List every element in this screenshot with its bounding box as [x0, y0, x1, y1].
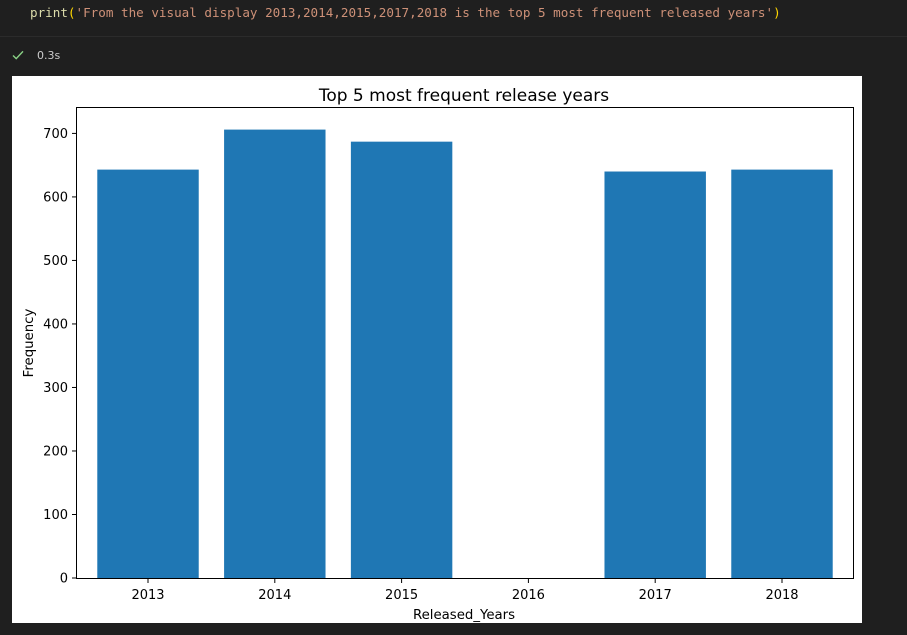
code-line[interactable]: print('From the visual display 2013,2014…	[30, 4, 781, 22]
y-tick-label: 300	[43, 381, 68, 396]
code-open-paren: (	[67, 5, 76, 20]
x-tick-label: 2015	[385, 588, 418, 603]
cell-divider	[0, 36, 907, 37]
chart-figure: Top 5 most frequent release years 0 100 20…	[12, 76, 862, 623]
chart-title: Top 5 most frequent release years	[318, 86, 609, 106]
cell-status-row: 0.3s	[0, 44, 907, 68]
cell-output: Top 5 most frequent release years 0 100 20…	[0, 68, 862, 635]
code-string-literal: 'From the visual display 2013,2014,2015,…	[75, 5, 774, 20]
code-function-name: print	[30, 5, 68, 20]
code-close-paren: )	[773, 5, 781, 20]
bar-2015	[350, 141, 453, 578]
execution-time: 0.3s	[37, 49, 61, 62]
x-axis-label: Released_Years	[413, 608, 515, 623]
bar-chart: Top 5 most frequent release years 0 100 20…	[22, 86, 854, 623]
output-scroll-gutter[interactable]	[862, 68, 907, 635]
y-tick-label: 0	[60, 572, 68, 587]
x-tick-label: 2018	[765, 588, 798, 603]
code-cell[interactable]: print('From the visual display 2013,2014…	[0, 0, 907, 36]
plot-frame	[76, 107, 854, 579]
bar-2017	[604, 171, 706, 578]
y-tick-label: 600	[43, 190, 68, 205]
x-tick-label: 2014	[258, 588, 291, 603]
y-tick-label: 500	[43, 254, 68, 269]
x-tick-label: 2016	[512, 588, 545, 603]
y-tick-label: 700	[43, 127, 68, 142]
x-tick-label: 2017	[639, 588, 672, 603]
check-icon	[12, 50, 24, 60]
y-axis-label: Frequency	[22, 309, 37, 378]
bar-2014	[224, 129, 326, 578]
y-tick-label: 100	[43, 508, 68, 523]
bar-2018	[731, 169, 833, 579]
y-tick-label: 400	[43, 317, 68, 332]
y-tick-label: 200	[43, 444, 68, 459]
x-tick-label: 2013	[131, 588, 164, 603]
bar-2013	[97, 169, 199, 579]
